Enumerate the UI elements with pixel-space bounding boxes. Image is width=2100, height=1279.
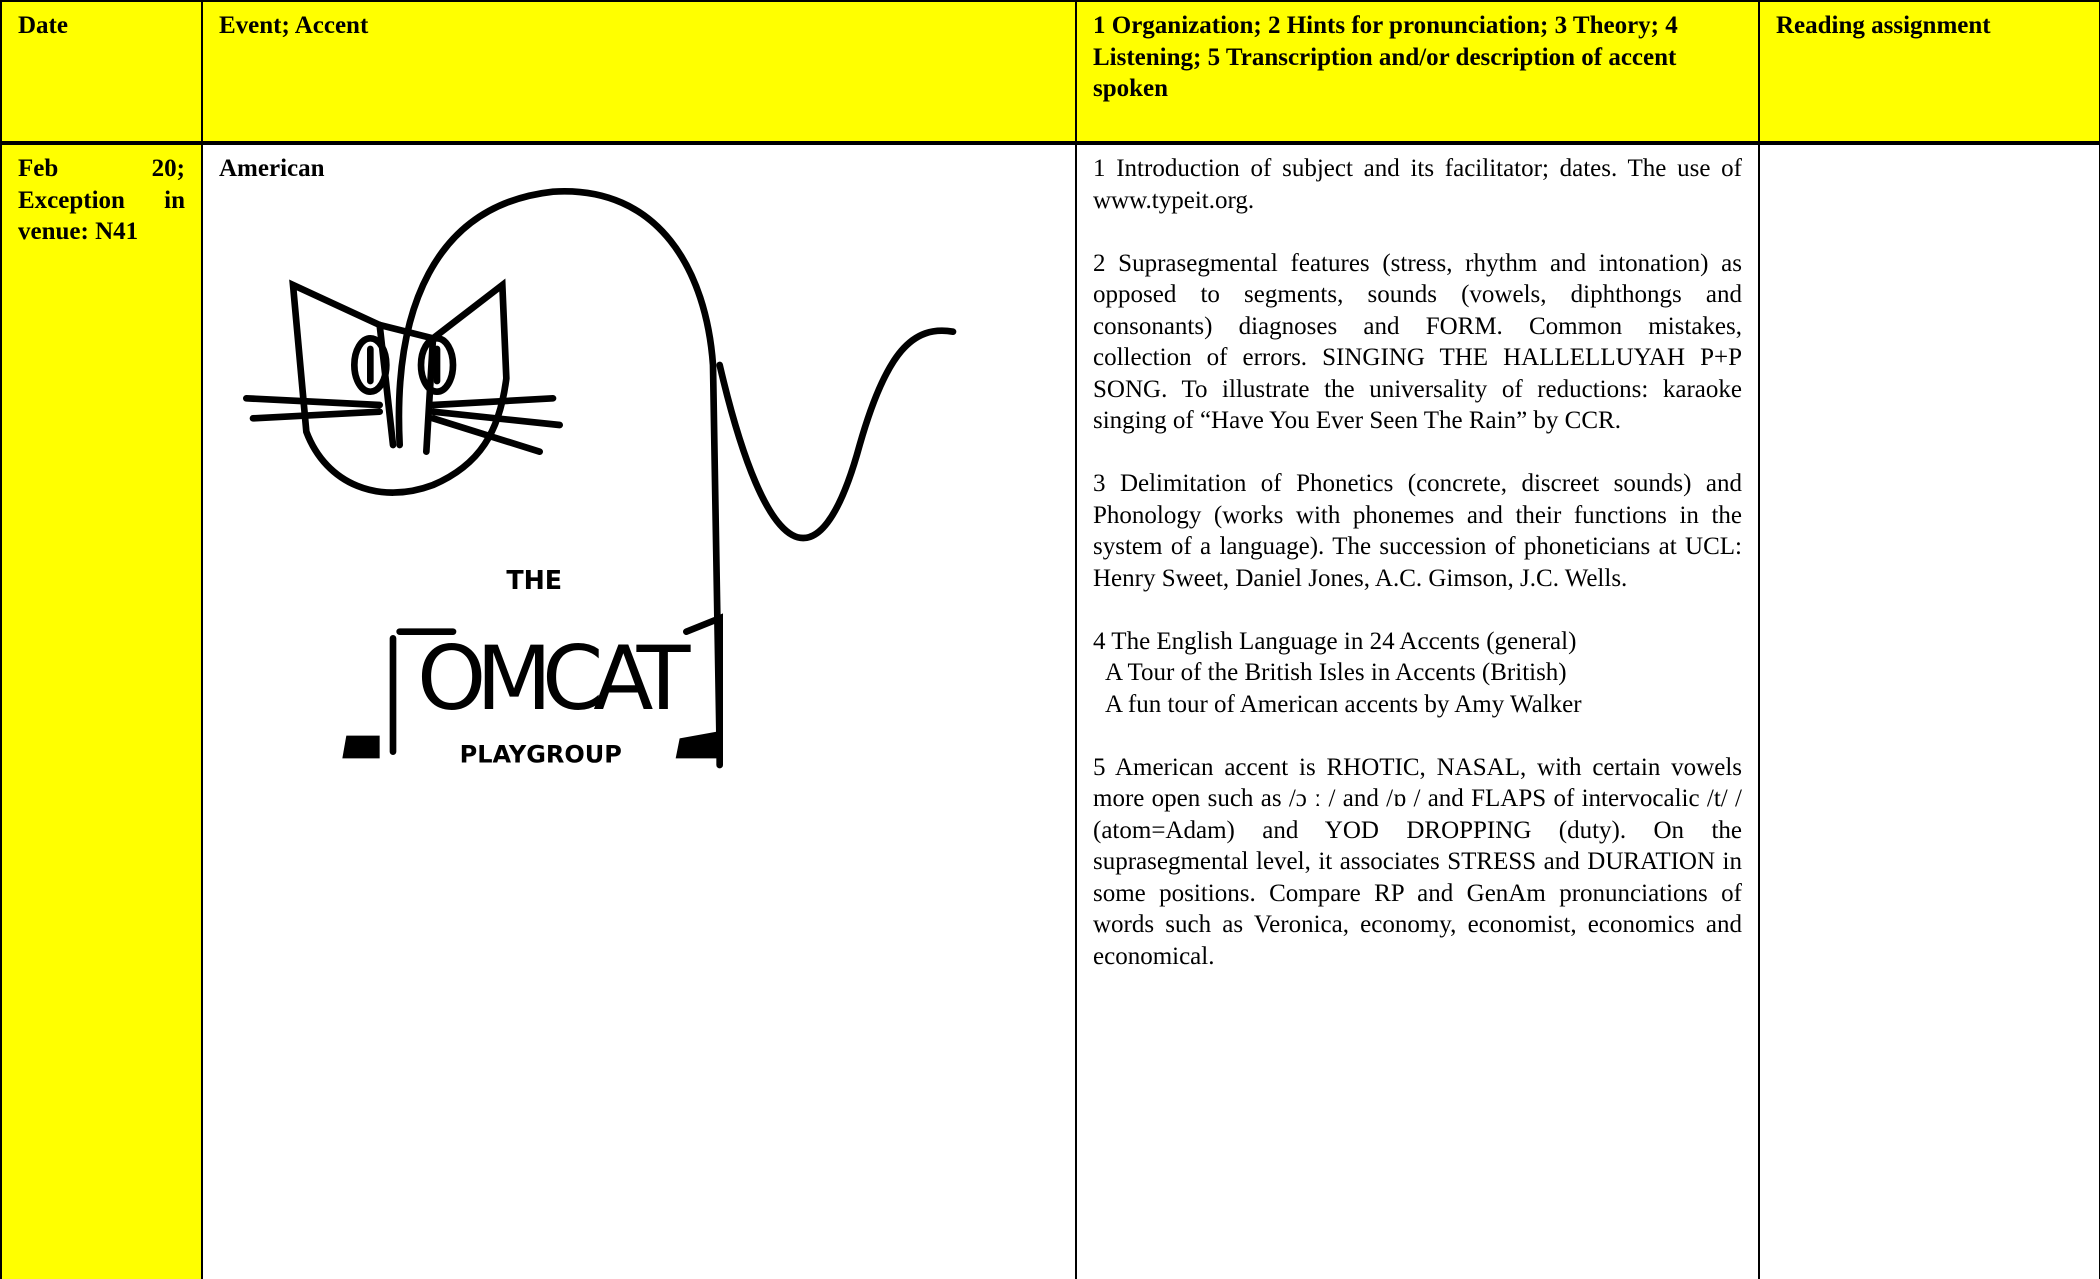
logo-text: PLAYGROUP	[460, 740, 622, 768]
note-line: A fun tour of American accents by Amy Wa…	[1105, 690, 1582, 718]
note-line: A Tour of the British Isles in Accents (…	[1105, 659, 1567, 686]
header-cell: Reading assignment	[1758, 0, 2100, 145]
logo-text: OMCAT	[417, 627, 692, 730]
note: 1 Introduction of subject and its facili…	[1093, 155, 1742, 214]
note-line: 4 The English Language in 24 Accents (ge…	[1093, 627, 1577, 655]
notes-cell: 1 Introduction of subject and its facili…	[1075, 142, 1760, 1279]
note: 2 Suprasegmental features (stress, rhyth…	[1093, 249, 1742, 435]
tomcat-logo: THE OMCAT PLAYGROUP	[242, 188, 957, 769]
logo-text: THE	[506, 565, 562, 595]
event-name: American	[219, 155, 325, 182]
header-cell: Event; Accent	[201, 0, 1077, 145]
reading-cell	[1758, 142, 2100, 1279]
note-list: 4 The English Language in 24 Accents (ge…	[1093, 626, 1742, 721]
event-cell: American THE OMCAT PLAYGROUP	[201, 142, 1077, 1279]
header-cell: Date	[0, 0, 203, 145]
header-row: Date Event; Accent 1 Organization; 2 Hin…	[0, 0, 2100, 145]
body-row: Feb 20; Exception in venue: N41 American…	[0, 142, 2100, 1279]
note: 5 American accent is RHOTIC, NASAL, with…	[1093, 753, 1742, 970]
header-cell: 1 Organization; 2 Hints for pronunciatio…	[1075, 0, 1760, 145]
note: 3 Delimitation of Phonetics (concrete, d…	[1093, 470, 1742, 592]
date-cell: Feb 20; Exception in venue: N41	[0, 142, 203, 1279]
